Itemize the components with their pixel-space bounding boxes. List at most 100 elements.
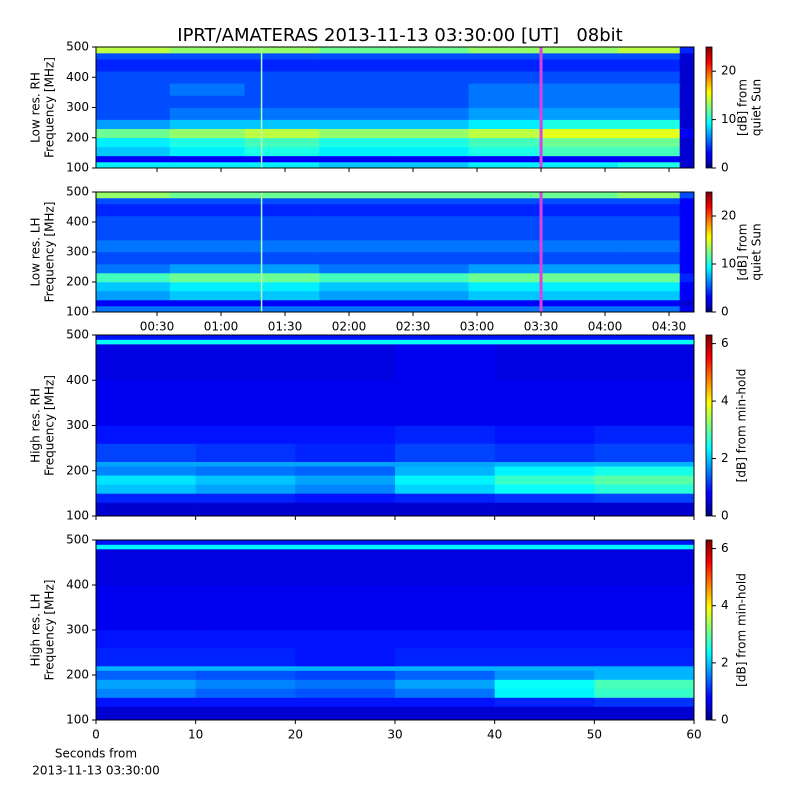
cell <box>617 71 681 84</box>
cell <box>319 146 395 157</box>
cell <box>244 71 320 84</box>
cell <box>96 344 196 381</box>
cell <box>244 240 320 253</box>
cell <box>295 493 396 503</box>
cell <box>195 688 296 698</box>
cell <box>468 83 544 96</box>
cell <box>244 252 320 265</box>
cell <box>295 540 396 545</box>
cell <box>244 198 320 205</box>
cell <box>169 264 245 274</box>
cell <box>195 666 296 671</box>
cell <box>96 161 171 169</box>
cell <box>543 155 619 163</box>
cell <box>594 666 695 671</box>
cell <box>617 282 681 292</box>
cell <box>244 204 320 217</box>
chart-title: IPRT/AMATERAS 2013-11-13 03:30:00 [UT] 0… <box>177 25 622 46</box>
cell <box>195 493 296 503</box>
x-tick-label: 60 <box>686 728 701 742</box>
cell <box>393 204 469 217</box>
cell <box>244 264 320 274</box>
cell <box>244 146 320 157</box>
cell <box>169 95 245 108</box>
y-axis-label: Frequency [MHz] <box>43 580 57 681</box>
cell <box>393 161 469 169</box>
cell <box>319 306 395 313</box>
cell <box>617 47 681 54</box>
cell <box>319 53 395 60</box>
cell <box>393 95 469 108</box>
cell <box>319 107 395 120</box>
cell <box>319 128 395 139</box>
cell <box>319 155 395 163</box>
y-tick-label: 500 <box>66 328 89 342</box>
cell <box>393 291 469 301</box>
heatmap <box>96 540 695 721</box>
cell <box>295 475 396 485</box>
cell <box>679 192 695 199</box>
cell <box>617 300 681 307</box>
cell <box>96 688 196 698</box>
cell <box>96 475 196 485</box>
x-tick-label: 00:30 <box>140 320 175 334</box>
cell <box>319 83 395 96</box>
x-tick-label: 0 <box>92 728 100 742</box>
cell <box>96 443 196 462</box>
cell <box>494 585 595 631</box>
cell <box>494 339 595 345</box>
cell <box>195 630 296 649</box>
cell <box>393 264 469 274</box>
cell <box>468 300 544 307</box>
cell <box>494 706 595 721</box>
y-tick-label: 200 <box>66 130 89 144</box>
cell <box>395 466 495 476</box>
cell <box>395 697 495 707</box>
cell <box>195 585 296 631</box>
cell <box>169 146 245 157</box>
cell <box>468 192 544 199</box>
cell <box>594 549 695 586</box>
cell <box>494 335 595 340</box>
cell <box>395 666 495 671</box>
cell <box>494 670 595 680</box>
cell <box>617 192 681 199</box>
cell <box>195 335 296 340</box>
cell <box>169 252 245 265</box>
cell <box>96 706 196 721</box>
cell <box>617 252 681 265</box>
cell <box>617 240 681 253</box>
cell <box>543 71 619 84</box>
cell <box>543 95 619 108</box>
cell <box>295 630 396 649</box>
cell <box>295 666 396 671</box>
cell <box>244 306 320 313</box>
cell <box>195 339 296 345</box>
cell <box>468 119 544 129</box>
cell <box>393 240 469 253</box>
cell <box>96 544 196 550</box>
cell <box>494 666 595 671</box>
cell <box>319 240 395 253</box>
cell <box>244 192 320 199</box>
cell <box>395 425 495 444</box>
y-axis-label: Frequency [MHz] <box>43 375 57 476</box>
cell <box>494 502 595 517</box>
cell <box>319 264 395 274</box>
cell <box>319 161 395 169</box>
cell <box>195 679 296 689</box>
cell <box>494 466 595 476</box>
cell <box>96 306 171 313</box>
cell <box>295 670 396 680</box>
cell <box>169 306 245 313</box>
y-tick-label: 400 <box>66 70 89 84</box>
cell <box>96 146 171 157</box>
cell <box>594 466 695 476</box>
cell <box>96 264 171 274</box>
cell <box>169 47 245 54</box>
cell <box>594 475 695 485</box>
cell <box>617 128 681 139</box>
cell <box>319 198 395 205</box>
y-tick-label: 200 <box>66 275 89 289</box>
cell <box>295 648 396 667</box>
